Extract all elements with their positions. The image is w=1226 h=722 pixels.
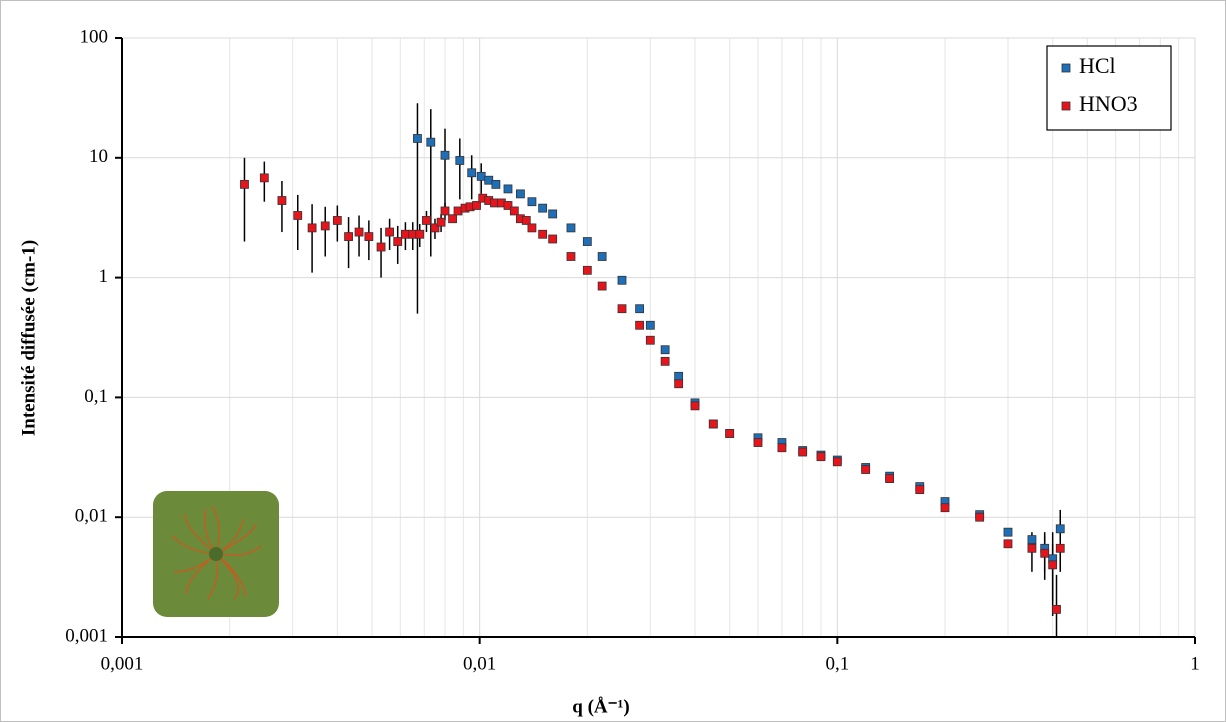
legend-swatch xyxy=(1061,63,1071,73)
point xyxy=(725,429,735,438)
point xyxy=(645,335,655,345)
point xyxy=(1040,548,1050,558)
point xyxy=(413,134,422,143)
micelle-icon xyxy=(153,491,279,617)
point xyxy=(660,356,670,366)
point xyxy=(277,196,287,205)
point xyxy=(332,216,342,225)
point xyxy=(798,447,808,457)
point xyxy=(597,281,607,291)
y-axis-label: Intensité diffusée (cm-1) xyxy=(18,240,39,436)
point xyxy=(940,503,950,513)
point xyxy=(582,265,592,275)
point xyxy=(455,156,465,165)
point xyxy=(1052,604,1061,614)
point xyxy=(467,168,477,178)
point xyxy=(503,184,513,194)
point xyxy=(566,252,576,261)
point xyxy=(548,209,558,219)
point xyxy=(538,203,548,213)
y-tick-label: 10 xyxy=(89,146,108,167)
point xyxy=(816,452,826,462)
point xyxy=(635,304,645,314)
point xyxy=(415,229,425,239)
point xyxy=(1003,539,1013,549)
point xyxy=(472,201,481,210)
point xyxy=(307,223,317,233)
marks xyxy=(240,103,1065,637)
point xyxy=(521,216,531,225)
point xyxy=(440,206,450,216)
point xyxy=(436,217,446,227)
point xyxy=(915,485,925,494)
point xyxy=(393,237,403,246)
point xyxy=(1055,524,1065,534)
point xyxy=(503,201,513,210)
y-tick-label: 1 xyxy=(99,266,109,287)
point xyxy=(548,234,558,244)
point xyxy=(527,223,537,233)
point xyxy=(426,137,436,147)
point xyxy=(674,371,684,381)
point xyxy=(660,345,670,355)
point xyxy=(440,150,450,160)
point xyxy=(509,206,519,216)
point xyxy=(832,457,842,467)
point xyxy=(582,237,592,246)
x-tick-label: 0,01 xyxy=(463,653,496,674)
point xyxy=(1027,535,1037,545)
point xyxy=(491,179,501,189)
point xyxy=(777,443,787,453)
point xyxy=(344,232,353,241)
point xyxy=(448,214,457,224)
legend-label: HCl xyxy=(1079,53,1116,78)
legend-label: HNO3 xyxy=(1079,91,1138,116)
legend-swatch xyxy=(1061,101,1071,111)
point xyxy=(597,252,607,261)
point xyxy=(645,320,655,330)
point xyxy=(401,229,410,239)
point xyxy=(617,304,627,314)
point xyxy=(674,379,684,389)
point xyxy=(516,189,525,199)
x-tick-label: 0,001 xyxy=(101,653,144,674)
x-tick-label: 1 xyxy=(1190,653,1200,674)
point xyxy=(753,438,763,447)
x-tick-label: 0,1 xyxy=(825,653,849,674)
point xyxy=(975,512,985,522)
point xyxy=(635,320,645,330)
y-tick-label: 0,01 xyxy=(75,506,108,527)
point xyxy=(476,171,486,181)
point xyxy=(538,229,548,239)
point xyxy=(708,419,718,429)
point xyxy=(320,221,330,231)
legend-box xyxy=(1046,45,1172,131)
point xyxy=(1055,543,1065,553)
point xyxy=(566,223,576,233)
point xyxy=(422,216,431,225)
point xyxy=(259,173,269,183)
point xyxy=(690,401,700,411)
point xyxy=(1003,527,1013,537)
x-axis-label: q (Å⁻¹) xyxy=(572,696,629,717)
point xyxy=(364,232,374,241)
point xyxy=(354,227,364,237)
point xyxy=(527,197,537,207)
point xyxy=(376,242,386,252)
point xyxy=(1027,543,1037,553)
y-tick-label: 100 xyxy=(80,26,109,47)
point xyxy=(617,275,627,285)
point xyxy=(385,227,395,237)
point xyxy=(430,223,440,233)
legend: HCl HNO3 xyxy=(1046,45,1172,131)
y-tick-label: 0,1 xyxy=(84,386,108,407)
point xyxy=(885,474,894,483)
point xyxy=(293,211,303,220)
point xyxy=(861,465,871,474)
y-tick-label: 0,001 xyxy=(65,625,108,646)
axes: 0,001 0,01 0,1 1 0,001 0,01 0,1 1 10 100 xyxy=(65,26,1200,674)
point xyxy=(1048,560,1058,570)
point xyxy=(240,179,249,189)
